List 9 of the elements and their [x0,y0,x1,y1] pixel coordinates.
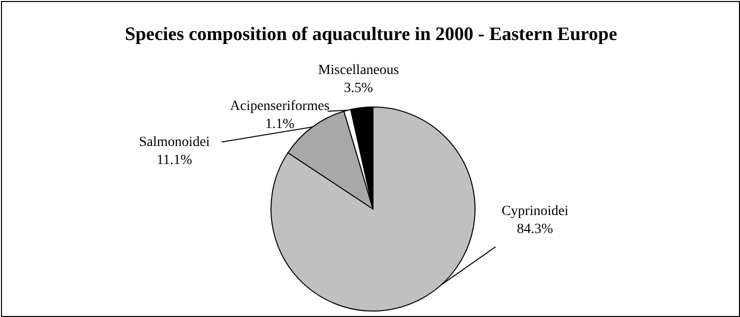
data-label: 1.1% [265,116,295,132]
data-label: 3.5% [344,80,374,96]
data-label: 84.3% [516,222,554,238]
slice-label: Miscellaneous [318,62,399,78]
chart-title: Species composition of aquaculture in 2000 - Eastern Europe [124,24,618,45]
slice-label: Salmonoidei [139,134,210,150]
slice-label: Cyprinoidei [502,204,569,220]
slice-label: Acipenseriformes [230,98,330,114]
data-label: 11.1% [156,152,193,168]
